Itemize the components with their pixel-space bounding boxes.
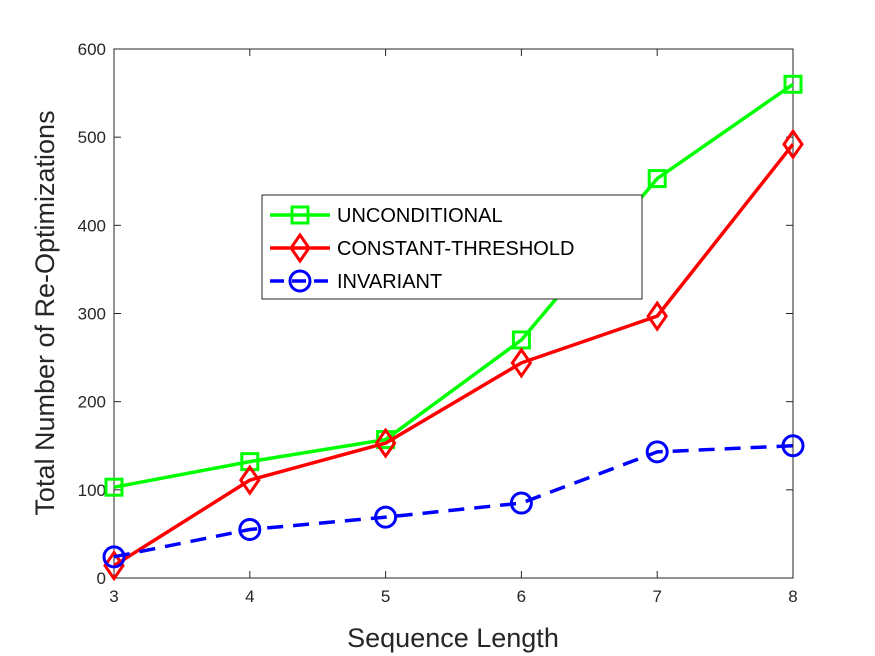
data-point (509, 491, 533, 515)
series-invariant (102, 434, 805, 569)
legend-entry: INVARIANT (270, 269, 442, 293)
x-tick-label: 6 (517, 587, 526, 606)
data-point (645, 440, 669, 464)
y-tick-label: 100 (78, 481, 106, 500)
series-line (113, 143, 795, 568)
y-tick-label: 600 (78, 40, 106, 59)
x-axis: 3 4 5 6 7 8 (109, 49, 798, 606)
legend-marker (288, 269, 312, 293)
data-point (374, 427, 397, 459)
y-tick-label: 500 (78, 128, 106, 147)
legend: UNCONDITIONAL CONSTANT-THRESHOLD INVARIANT (261, 194, 643, 300)
x-tick-label: 3 (109, 587, 118, 606)
legend-marker (290, 205, 310, 225)
y-tick-label: 0 (97, 569, 106, 588)
data-point (238, 464, 261, 496)
data-point (646, 300, 669, 332)
data-point (782, 128, 804, 160)
y-tick-label: 300 (78, 305, 106, 324)
data-point (374, 505, 398, 529)
data-point (647, 169, 667, 189)
data-point (781, 434, 805, 458)
data-point (104, 477, 124, 497)
legend-label: CONSTANT-THRESHOLD (337, 238, 574, 260)
data-point (510, 347, 533, 379)
series-line (113, 82, 794, 489)
y-axis-title: Total Number of Re-Optimizations (30, 110, 60, 515)
x-tick-label: 4 (245, 587, 254, 606)
series-unconditional (104, 74, 803, 497)
x-tick-label: 8 (788, 587, 797, 606)
x-tick-label: 5 (381, 587, 390, 606)
x-tick-label: 7 (652, 587, 661, 606)
plot-area (113, 48, 794, 579)
y-tick-label: 400 (78, 216, 106, 235)
series-layer (102, 74, 805, 582)
legend-entry: UNCONDITIONAL (270, 205, 503, 227)
data-point (103, 550, 125, 582)
data-point (102, 545, 126, 569)
legend-marker (289, 232, 311, 264)
data-point (783, 74, 803, 94)
series-constant-threshold (103, 128, 804, 582)
legend-label: UNCONDITIONAL (337, 205, 503, 227)
x-axis-title: Sequence Length (347, 623, 559, 653)
data-point (238, 518, 262, 542)
legend-entry: CONSTANT-THRESHOLD (270, 232, 574, 264)
y-tick-label: 200 (78, 393, 106, 412)
series-line (113, 444, 794, 559)
y-axis: 0 100 200 300 400 500 600 (78, 40, 793, 588)
legend-label: INVARIANT (337, 271, 442, 293)
